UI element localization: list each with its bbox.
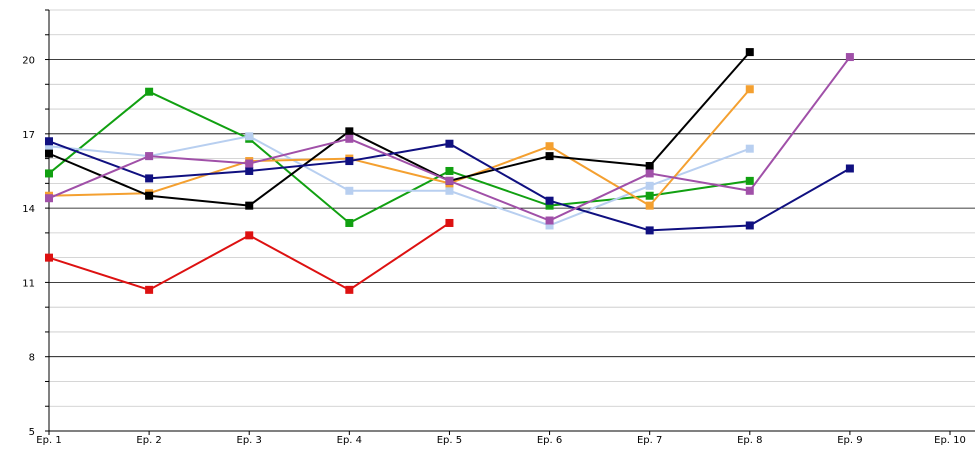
data-point — [545, 142, 554, 151]
x-tick-label: Ep. 9 — [837, 435, 862, 446]
data-point — [145, 285, 154, 294]
data-point — [145, 87, 154, 96]
data-point — [345, 134, 354, 143]
y-tick-label: 17 — [22, 130, 35, 141]
x-tick-label: Ep. 6 — [537, 435, 562, 446]
series-7 — [45, 53, 854, 225]
series-line — [48, 51, 751, 207]
data-point — [145, 191, 154, 200]
data-point — [645, 201, 654, 210]
data-point — [545, 216, 554, 225]
data-point — [45, 149, 53, 158]
x-tick-label: Ep. 10 — [934, 435, 966, 446]
data-point — [545, 196, 554, 205]
y-tick-label: 5 — [29, 427, 35, 438]
data-point — [45, 194, 53, 203]
data-point — [345, 186, 354, 195]
data-point — [745, 85, 754, 94]
data-point — [545, 152, 554, 161]
data-point — [445, 218, 454, 227]
data-point — [645, 181, 654, 190]
y-tick-label: 11 — [22, 278, 35, 289]
series-1 — [45, 218, 454, 294]
data-point — [745, 144, 754, 153]
data-point — [545, 201, 554, 210]
data-point — [145, 152, 154, 161]
data-point — [745, 48, 754, 57]
y-tick-label: 8 — [29, 353, 35, 364]
series-6 — [45, 137, 854, 235]
x-tick-label: Ep. 4 — [337, 435, 362, 446]
data-point — [845, 164, 854, 173]
data-point — [345, 285, 354, 294]
data-point — [445, 166, 454, 175]
series-line — [48, 88, 751, 207]
x-tick-label: Ep. 5 — [437, 435, 462, 446]
x-tick-label: Ep. 2 — [136, 435, 161, 446]
x-tick-label: Ep. 8 — [737, 435, 762, 446]
series-line — [48, 90, 750, 225]
data-point — [245, 159, 254, 168]
grid — [49, 9, 975, 407]
data-point — [645, 169, 654, 178]
data-point — [845, 53, 854, 62]
data-point — [745, 186, 754, 195]
series-line — [48, 56, 851, 222]
data-point — [445, 139, 454, 148]
axes — [45, 9, 975, 435]
data-point — [145, 174, 154, 183]
x-tick-label: Ep. 7 — [637, 435, 662, 446]
data-point — [245, 201, 254, 210]
series-line — [48, 135, 751, 227]
data-point — [245, 132, 254, 141]
tick-labels: 5 8 11 14 17 20 Ep. 1 Ep. 2 Ep. 3 Ep. 4 Ep. 5 Ep. 6… — [22, 56, 966, 446]
data-point — [345, 157, 354, 166]
series-group — [45, 48, 854, 294]
x-tick-label: Ep. 1 — [36, 435, 61, 446]
data-point — [45, 137, 53, 146]
data-point — [445, 176, 454, 185]
data-point — [245, 166, 254, 175]
data-point — [45, 253, 53, 262]
data-point — [645, 162, 654, 171]
data-point — [545, 221, 554, 230]
data-point — [345, 127, 354, 136]
data-point — [345, 218, 354, 227]
data-point — [45, 169, 53, 178]
data-point — [245, 231, 254, 240]
x-tick-label: Ep. 3 — [237, 435, 262, 446]
data-point — [745, 176, 754, 185]
y-tick-label: 20 — [22, 56, 35, 67]
data-point — [645, 191, 654, 200]
data-point — [445, 186, 454, 195]
data-point — [745, 221, 754, 230]
data-point — [645, 226, 654, 235]
data-point — [45, 142, 53, 151]
y-tick-label: 14 — [22, 204, 35, 215]
